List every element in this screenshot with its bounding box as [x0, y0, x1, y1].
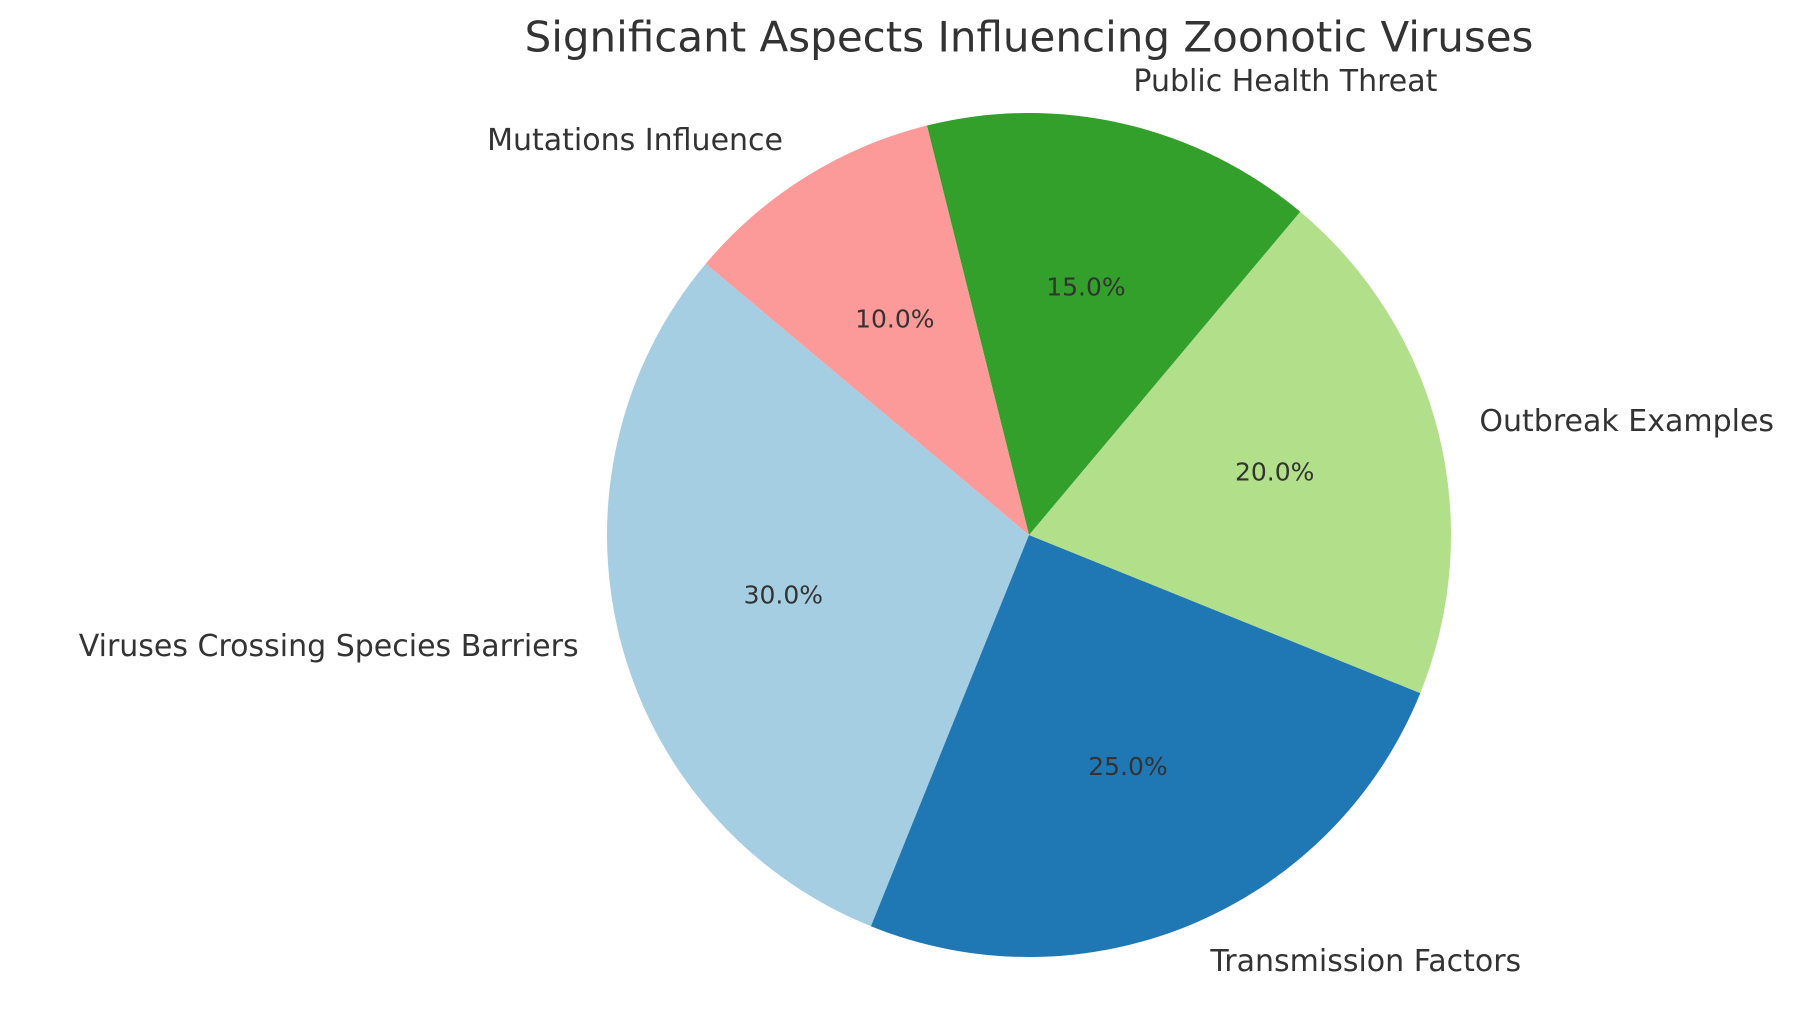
percent-label: 20.0%: [1235, 458, 1314, 487]
slice-label: Public Health Threat: [1133, 64, 1437, 99]
pie-slice: [1029, 211, 1451, 694]
pie-slice: [926, 113, 1301, 535]
slice-label: Outbreak Examples: [1479, 404, 1774, 439]
pie-slice: [606, 263, 1029, 927]
slice-label: Transmission Factors: [1209, 944, 1521, 979]
slice-label: Mutations Influence: [487, 123, 783, 158]
slice-label: Viruses Crossing Species Barriers: [79, 629, 579, 664]
percent-label: 25.0%: [1088, 752, 1167, 781]
pie-slice: [870, 535, 1421, 957]
percent-label: 10.0%: [855, 304, 934, 333]
percent-label: 30.0%: [744, 580, 823, 609]
chart-title: Significant Aspects Influencing Zoonotic…: [525, 13, 1534, 62]
pie-slice: [705, 125, 1029, 535]
percent-label: 15.0%: [1046, 272, 1125, 301]
